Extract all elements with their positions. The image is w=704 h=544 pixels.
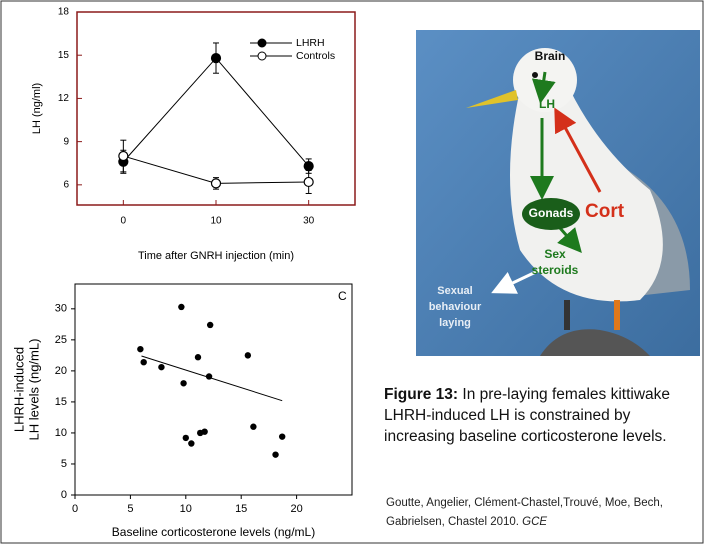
point bbox=[201, 428, 208, 435]
citation-journal: GCE bbox=[522, 516, 548, 528]
marker bbox=[210, 52, 222, 64]
y-axis-label: LHRH-induced bbox=[11, 347, 26, 432]
x-tick-label: 10 bbox=[210, 216, 222, 227]
point bbox=[140, 358, 147, 366]
photo-label: Brain bbox=[535, 49, 566, 63]
y-tick-label: 10 bbox=[55, 427, 67, 439]
point bbox=[188, 440, 195, 447]
point bbox=[278, 433, 286, 440]
x-tick-label: 0 bbox=[72, 503, 78, 515]
photo-label: Sexual bbox=[437, 285, 472, 297]
marker bbox=[210, 178, 222, 189]
photo-label: Gonads bbox=[529, 206, 574, 220]
citation-authors: Goutte, Angelier, Clément-Chastel,Trouvé… bbox=[386, 497, 663, 528]
photo-label: Sex bbox=[544, 247, 566, 261]
gull-leg bbox=[564, 300, 570, 330]
point bbox=[178, 303, 185, 311]
y-tick-label: 18 bbox=[58, 7, 70, 18]
plot-frame bbox=[74, 283, 353, 496]
photo-label: LH bbox=[539, 97, 555, 111]
gull-body bbox=[510, 90, 663, 302]
legend-marker bbox=[257, 38, 267, 48]
point bbox=[194, 354, 202, 361]
y-tick-label: 30 bbox=[55, 303, 67, 315]
caption: Figure 13: In pre-laying females kittiwa… bbox=[384, 384, 694, 447]
x-axis-label: Time after GNRH injection (min) bbox=[138, 250, 294, 262]
marker bbox=[303, 161, 314, 172]
series-line bbox=[122, 57, 310, 167]
gull-eye bbox=[532, 72, 538, 78]
legend-label: LHRH bbox=[296, 37, 325, 49]
y-tick-label: 20 bbox=[55, 365, 67, 377]
gonads-ellipse bbox=[522, 198, 580, 230]
y-tick-label: 0 bbox=[61, 489, 67, 501]
point bbox=[244, 352, 252, 359]
y-tick-label: 25 bbox=[55, 334, 67, 346]
marker bbox=[118, 150, 129, 162]
x-tick-label: 15 bbox=[235, 503, 247, 515]
y-tick-label: 15 bbox=[55, 396, 67, 408]
gull-beak bbox=[466, 90, 518, 108]
arrow bbox=[531, 71, 556, 104]
point bbox=[158, 363, 165, 371]
point bbox=[250, 423, 257, 430]
y-tick-label: 9 bbox=[63, 136, 69, 147]
point bbox=[180, 380, 187, 387]
x-tick-label: 20 bbox=[290, 503, 302, 515]
y-tick-label: 12 bbox=[58, 93, 70, 104]
x-axis-label: Baseline corticosterone levels (ng/mL) bbox=[112, 525, 315, 539]
legend-label: Controls bbox=[296, 50, 335, 62]
legend-marker bbox=[257, 51, 267, 61]
y-axis-label: LH (ng/ml) bbox=[31, 83, 43, 134]
arrow bbox=[557, 227, 582, 254]
point bbox=[182, 434, 189, 442]
rock bbox=[540, 329, 650, 356]
x-tick-label: 10 bbox=[180, 503, 192, 515]
y-tick-label: 5 bbox=[61, 458, 67, 470]
trend-line bbox=[141, 355, 283, 402]
photo-label: steroids bbox=[532, 263, 579, 277]
y-axis-label: LH levels (ng/mL) bbox=[26, 339, 41, 441]
annotation: C bbox=[338, 289, 347, 303]
point bbox=[137, 345, 144, 353]
point bbox=[205, 373, 213, 380]
arrow bbox=[554, 107, 602, 193]
y-tick-label: 15 bbox=[58, 50, 70, 61]
point bbox=[206, 321, 214, 329]
caption-bold: Figure 13: bbox=[384, 386, 459, 403]
x-tick-label: 5 bbox=[127, 503, 133, 515]
photo: Brain LH Gonads Cort Sex steroids Sexual… bbox=[416, 30, 700, 356]
arrow bbox=[491, 268, 541, 294]
citation: Goutte, Angelier, Clément-Chastel,Trouvé… bbox=[386, 494, 696, 532]
photo-label: laying bbox=[439, 317, 471, 329]
caption-text: In pre-laying females kittiwake LHRH-ind… bbox=[384, 386, 670, 445]
y-tick-label: 6 bbox=[63, 179, 69, 190]
point bbox=[272, 451, 279, 458]
gull-leg bbox=[614, 300, 620, 330]
x-tick-label: 30 bbox=[303, 216, 315, 227]
photo-label: Cort bbox=[585, 201, 625, 222]
x-tick-label: 0 bbox=[121, 216, 127, 227]
marker bbox=[303, 176, 314, 188]
photo-label: behaviour bbox=[429, 301, 482, 313]
